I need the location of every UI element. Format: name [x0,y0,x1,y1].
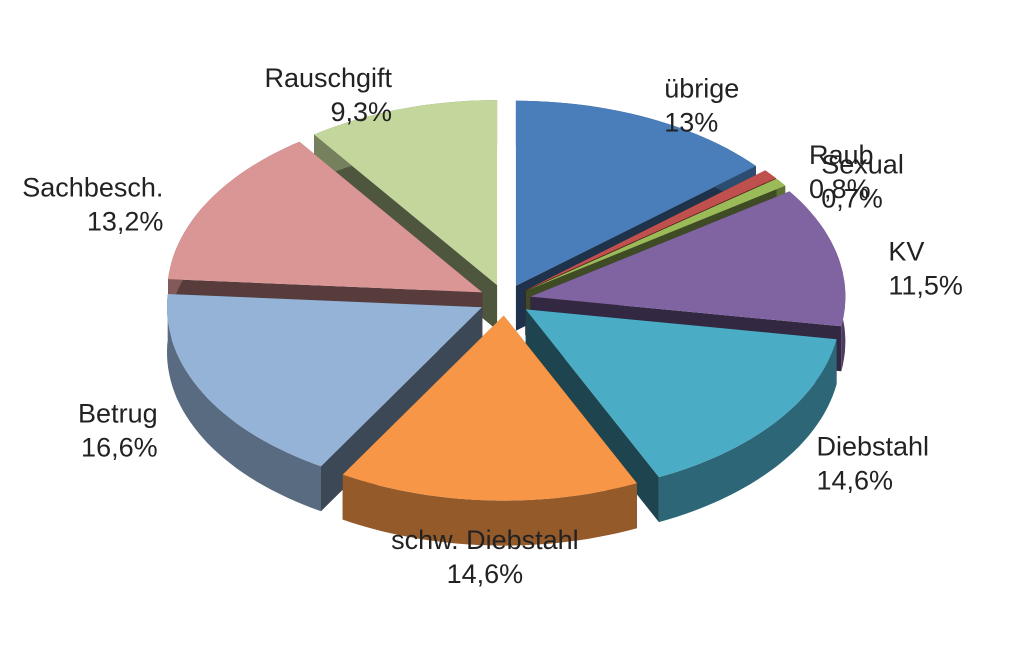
value-label: 14,6% [816,466,893,496]
slice-group [342,315,637,546]
value-label: 16,6% [81,432,158,462]
value-label: 11,5% [888,271,963,301]
value-label: 13,2% [87,207,164,237]
value-label: 0,8% [809,174,871,204]
category-label: Betrug [78,398,158,428]
slice-group [525,309,837,523]
category-label: Raub [809,140,874,170]
value-label: 13% [664,108,718,138]
category-label: KV [888,237,924,267]
value-label: 9,3% [331,97,393,127]
category-label: Sexual [821,150,904,180]
value-label: 0,7% [821,184,883,214]
slice [314,100,498,286]
slice-side [525,309,659,523]
slice [515,100,756,286]
slice-wall [658,339,837,523]
slice [168,141,483,293]
slice [167,294,482,467]
slice [342,315,637,501]
value-label: 14,6% [447,559,524,589]
slice [525,309,837,478]
category-label: Diebstahl [816,432,929,462]
slice-wall [342,474,637,546]
category-label: schw. Diebstahl [391,525,579,555]
slice [530,191,846,327]
slice [525,170,776,291]
slice [526,178,786,291]
category-label: Sachbesch. [22,173,163,203]
category-label: übrige [664,74,739,104]
category-label: Rauschgift [264,63,392,93]
slice-wall [167,294,321,512]
